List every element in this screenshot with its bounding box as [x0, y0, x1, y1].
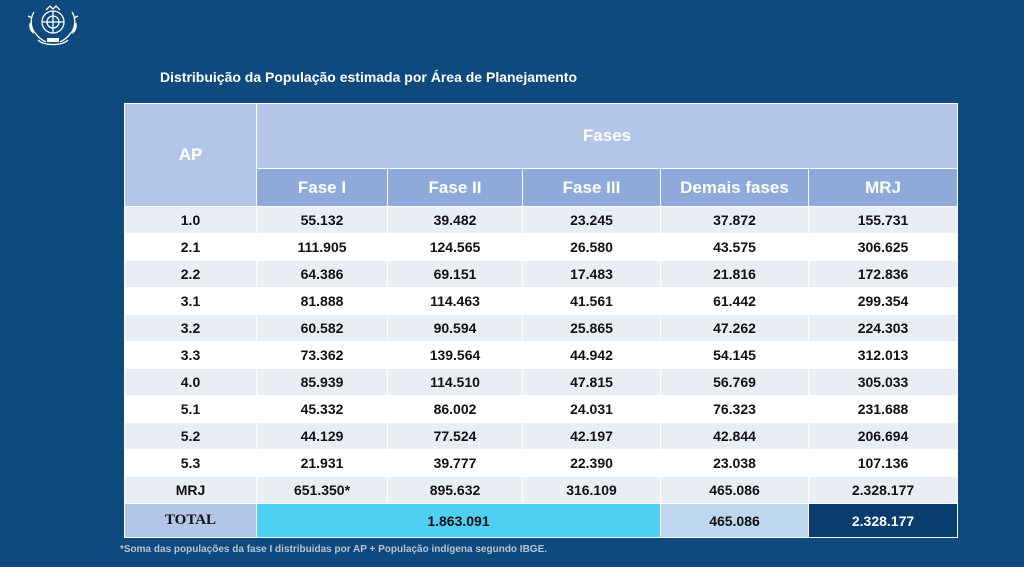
table-cell: 37.872: [660, 206, 809, 234]
ap-cell: 4.0: [124, 368, 257, 396]
column-header-mrj: MRJ: [807, 168, 959, 207]
table-cell: 47.815: [522, 368, 661, 396]
table-cell: 231.688: [807, 395, 959, 423]
ap-cell: 3.2: [124, 314, 257, 342]
table-cell: 224.303: [807, 314, 959, 342]
table-cell: 76.323: [660, 395, 809, 423]
ap-cell: 3.3: [124, 341, 257, 369]
ap-cell: 5.2: [124, 422, 257, 450]
table-cell: 86.002: [387, 395, 523, 423]
table-cell: 316.109: [522, 476, 661, 504]
table-cell: 21.931: [256, 449, 388, 477]
ap-cell: 5.1: [124, 395, 257, 423]
table-cell: 26.580: [522, 233, 661, 261]
table-cell: 60.582: [256, 314, 388, 342]
column-header-fase-3: Fase III: [522, 168, 661, 207]
city-coat-of-arms-icon: [27, 5, 79, 46]
table-cell: 312.013: [807, 341, 959, 369]
total-fases-value: 1.863.091: [256, 503, 661, 538]
table-cell: 69.151: [387, 260, 523, 288]
table-row: 1.0 55.132 39.482 23.245 37.872 155.731: [124, 206, 959, 234]
table-cell: 45.332: [256, 395, 388, 423]
table-cell: 651.350*: [256, 476, 388, 504]
table-cell: 44.129: [256, 422, 388, 450]
table-cell: 39.777: [387, 449, 523, 477]
table-cell: 77.524: [387, 422, 523, 450]
table-cell: 55.132: [256, 206, 388, 234]
table-cell: 64.386: [256, 260, 388, 288]
ap-cell: 3.1: [124, 287, 257, 315]
fases-header: Fases: [255, 103, 959, 169]
table-row: 4.0 85.939 114.510 47.815 56.769 305.033: [124, 368, 959, 396]
table-cell: 111.905: [256, 233, 388, 261]
table-cell: 73.362: [256, 341, 388, 369]
table-row: 3.3 73.362 139.564 44.942 54.145 312.013: [124, 341, 959, 369]
table-cell: 172.836: [807, 260, 959, 288]
table-cell: 114.463: [387, 287, 523, 315]
table-cell: 47.262: [660, 314, 809, 342]
ap-cell: 5.3: [124, 449, 257, 477]
table-row: 5.2 44.129 77.524 42.197 42.844 206.694: [124, 422, 959, 450]
table-row: 3.2 60.582 90.594 25.865 47.262 224.303: [124, 314, 959, 342]
table-cell: 895.632: [387, 476, 523, 504]
table-cell: 107.136: [807, 449, 959, 477]
table-cell: 43.575: [660, 233, 809, 261]
table-row: 2.1 111.905 124.565 26.580 43.575 306.62…: [124, 233, 959, 261]
ap-cell: MRJ: [124, 476, 257, 504]
table-cell: 114.510: [387, 368, 523, 396]
total-mrj-value: 2.328.177: [807, 503, 959, 538]
page-title: Distribuição da População estimada por Á…: [160, 69, 578, 85]
total-label: TOTAL: [124, 503, 257, 538]
table-cell: 42.844: [660, 422, 809, 450]
table-cell: 56.769: [660, 368, 809, 396]
table-cell: 39.482: [387, 206, 523, 234]
table-cell: 21.816: [660, 260, 809, 288]
table-cell: 81.888: [256, 287, 388, 315]
table-cell: 23.245: [522, 206, 661, 234]
table-row: 5.3 21.931 39.777 22.390 23.038 107.136: [124, 449, 959, 477]
column-header-fase-2: Fase II: [387, 168, 523, 207]
table-cell: 139.564: [387, 341, 523, 369]
ap-cell: 2.1: [124, 233, 257, 261]
table-row: 5.1 45.332 86.002 24.031 76.323 231.688: [124, 395, 959, 423]
table-cell: 206.694: [807, 422, 959, 450]
table-cell: 90.594: [387, 314, 523, 342]
table-cell: 17.483: [522, 260, 661, 288]
table-cell: 305.033: [807, 368, 959, 396]
bottom-strip: [0, 567, 1024, 576]
table-cell: 85.939: [256, 368, 388, 396]
table-cell: 22.390: [522, 449, 661, 477]
table-cell: 25.865: [522, 314, 661, 342]
table-cell: 465.086: [660, 476, 809, 504]
table-cell: 306.625: [807, 233, 959, 261]
footnote: *Soma das populações da fase I distribui…: [120, 544, 548, 555]
table-cell: 155.731: [807, 206, 959, 234]
population-table: AP Fases Fase I Fase II Fase III Demais …: [124, 103, 959, 538]
table-row: 2.2 64.386 69.151 17.483 21.816 172.836: [124, 260, 959, 288]
ap-header: AP: [124, 103, 257, 207]
ap-cell: 1.0: [124, 206, 257, 234]
table-row: 3.1 81.888 114.463 41.561 61.442 299.354: [124, 287, 959, 315]
table-cell: 124.565: [387, 233, 523, 261]
table-row-mrj: MRJ 651.350* 895.632 316.109 465.086 2.3…: [124, 476, 959, 504]
total-row: TOTAL 1.863.091 465.086 2.328.177: [124, 503, 959, 538]
table-cell: 54.145: [660, 341, 809, 369]
table-cell: 44.942: [522, 341, 661, 369]
ap-cell: 2.2: [124, 260, 257, 288]
column-header-demais-fases: Demais fases: [660, 168, 809, 207]
table-cell: 42.197: [522, 422, 661, 450]
table-cell: 299.354: [807, 287, 959, 315]
table-cell: 41.561: [522, 287, 661, 315]
total-demais-value: 465.086: [660, 503, 809, 538]
table-cell: 2.328.177: [807, 476, 959, 504]
table-cell: 24.031: [522, 395, 661, 423]
column-header-fase-1: Fase I: [256, 168, 388, 207]
table-cell: 23.038: [660, 449, 809, 477]
table-cell: 61.442: [660, 287, 809, 315]
